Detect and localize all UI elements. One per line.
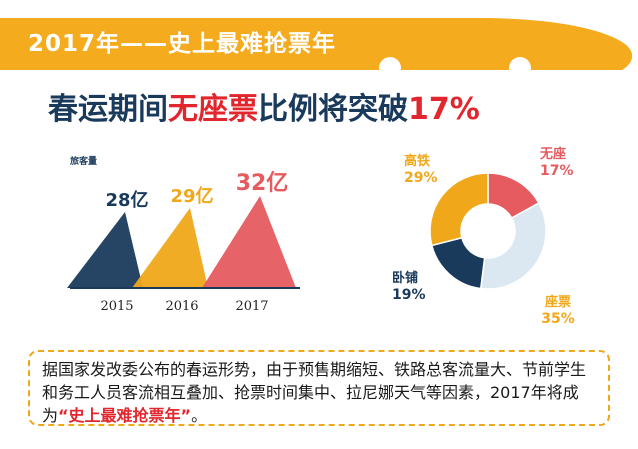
bar-2016 bbox=[132, 208, 208, 288]
headline-percent: 17% bbox=[408, 92, 480, 127]
data-label-2015: 28亿 bbox=[105, 189, 148, 211]
headline-middle: 比例将突破 bbox=[258, 92, 408, 127]
train-shape bbox=[0, 18, 633, 70]
slice-label-座票: 35% bbox=[541, 311, 575, 327]
charts: 旅客量 28亿 2015 29亿 2016 32亿 2017 无座 17% 座票 35% 卧铺 19% 高… bbox=[0, 130, 638, 340]
note-text: 据国家发改委公布的春运形势，由于预售期缩短、铁路总客流量大、节前学生和务工人员客… bbox=[42, 360, 587, 425]
data-label-2017: 32亿 bbox=[236, 171, 289, 196]
slice-name-卧铺: 卧铺 bbox=[392, 270, 418, 286]
slice-高铁 bbox=[429, 172, 489, 247]
slice-label-卧铺: 19% bbox=[392, 287, 426, 303]
headline-prefix: 春运期间 bbox=[48, 92, 168, 127]
banner-title: 2017年——史上最难抢票年 bbox=[28, 31, 337, 57]
slice-name-无座: 无座 bbox=[539, 146, 566, 162]
x-tick-2015: 2015 bbox=[100, 299, 133, 314]
y-axis-label: 旅客量 bbox=[70, 155, 97, 167]
note-end: 。 bbox=[191, 406, 208, 425]
note-quote: “史上最难抢票年” bbox=[58, 406, 192, 425]
headline-highlight: 无座票 bbox=[168, 92, 258, 127]
slice-座票 bbox=[479, 202, 547, 290]
x-tick-2016: 2016 bbox=[165, 299, 198, 314]
slice-label-无座: 17% bbox=[540, 163, 574, 179]
bar-2015 bbox=[67, 212, 143, 288]
wheel-right bbox=[509, 57, 531, 79]
wheel-left bbox=[379, 57, 401, 79]
slice-label-高铁: 29% bbox=[404, 170, 438, 186]
headline: 春运期间无座票比例将突破17% bbox=[48, 84, 480, 128]
x-tick-2017: 2017 bbox=[235, 299, 268, 314]
donut-hole bbox=[463, 206, 513, 256]
note-box: 据国家发改委公布的春运形势，由于预售期缩短、铁路总客流量大、节前学生和务工人员客… bbox=[28, 350, 610, 426]
slice-name-高铁: 高铁 bbox=[404, 153, 430, 169]
slice-name-座票: 座票 bbox=[544, 294, 571, 310]
title-banner: 2017年——史上最难抢票年 bbox=[0, 0, 638, 80]
data-label-2016: 29亿 bbox=[170, 185, 213, 207]
banner-background bbox=[0, 18, 633, 79]
bar-2017 bbox=[202, 196, 296, 288]
